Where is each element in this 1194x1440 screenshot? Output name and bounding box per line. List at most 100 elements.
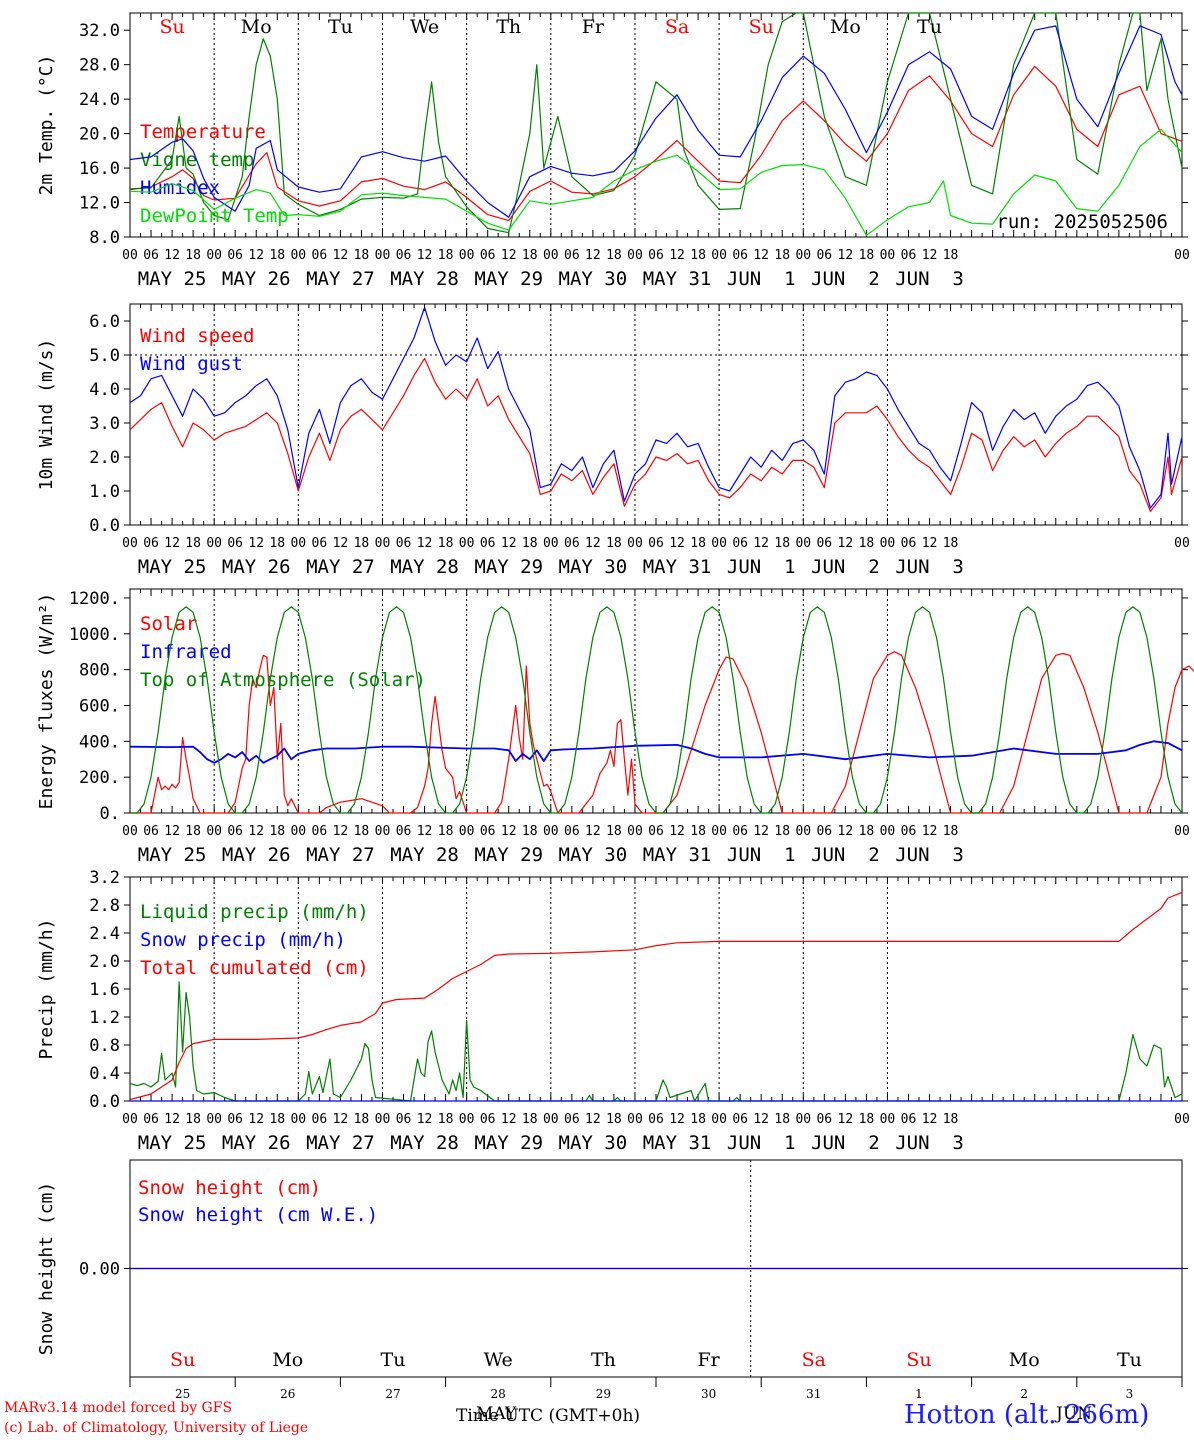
panel4-hour-label: 00 bbox=[711, 1112, 727, 1127]
panel3-hour-label: 18 bbox=[522, 824, 538, 839]
panel2-hour-label: 06 bbox=[312, 536, 328, 551]
panel4-y-tick-label: 2.4 bbox=[89, 924, 120, 944]
panel2-y-tick-label: 5.0 bbox=[89, 346, 120, 366]
panel4-hour-label: 12 bbox=[501, 1112, 517, 1127]
panel1-hour-label: 18 bbox=[606, 248, 622, 263]
panel3-hour-label: 12 bbox=[248, 824, 264, 839]
weekday-label-top: Su bbox=[749, 16, 774, 38]
panel1-hour-label: 00 bbox=[375, 248, 391, 263]
panel3-hour-label: 06 bbox=[312, 824, 328, 839]
panel1-legend-1: Temperature bbox=[140, 121, 266, 143]
panel1-y-tick-label: 16.0 bbox=[79, 159, 120, 179]
panel2-y-tick-label: 2.0 bbox=[89, 448, 120, 468]
panel1-hour-label: 06 bbox=[396, 248, 412, 263]
panel1-y-tick-label: 20.0 bbox=[79, 125, 120, 145]
panel1-hour-label: 06 bbox=[901, 248, 917, 263]
panel3-hour-label: 12 bbox=[585, 824, 601, 839]
panel3-hour-label: 00 bbox=[627, 824, 643, 839]
day-number-label: 30 bbox=[701, 1387, 716, 1401]
weekday-label-top: Su bbox=[159, 16, 184, 38]
panel1-y-tick-label: 32.0 bbox=[79, 21, 120, 41]
panel3-hour-label: 12 bbox=[333, 824, 349, 839]
panel1-hour-label: 12 bbox=[838, 248, 854, 263]
weekday-label-bottom: Fr bbox=[697, 1349, 720, 1371]
panel1-hour-label: 00 bbox=[459, 248, 475, 263]
panel2-hour-label: 00 bbox=[627, 536, 643, 551]
panel3-hour-label: 06 bbox=[901, 824, 917, 839]
weekday-label-bottom: We bbox=[484, 1349, 513, 1371]
panel3-y-tick-label: 1200. bbox=[69, 589, 120, 609]
panel3-date-label: MAY 30 bbox=[559, 844, 628, 866]
panel1-hour-label: 00 bbox=[880, 248, 896, 263]
panel4-hour-label: 06 bbox=[143, 1112, 159, 1127]
day-number-label: 29 bbox=[596, 1387, 611, 1401]
weekday-label-top: Mo bbox=[830, 16, 861, 38]
panel1-date-label: MAY 29 bbox=[474, 268, 543, 290]
panel1-series-vigne-temp bbox=[129, 12, 1183, 234]
day-number-label: 2 bbox=[1020, 1387, 1028, 1401]
panel4-hour-label: 12 bbox=[753, 1112, 769, 1127]
panel4-hour-label: 00 bbox=[290, 1112, 306, 1127]
panel4-date-label: MAY 30 bbox=[559, 1132, 628, 1154]
panel4-hour-label: 06 bbox=[480, 1112, 496, 1127]
panel4-y-tick-label: 0.8 bbox=[89, 1036, 120, 1056]
panel3-hour-label: 18 bbox=[774, 824, 790, 839]
panel4-hour-label: 06 bbox=[648, 1112, 664, 1127]
panel2-hour-label: 06 bbox=[564, 536, 580, 551]
model-credit: MARv3.14 model forced by GFS bbox=[4, 1400, 233, 1416]
panel1-date-label: JUN 2 bbox=[811, 268, 880, 290]
panel2-hour-label: 12 bbox=[417, 536, 433, 551]
panel4-hour-label: 18 bbox=[269, 1112, 285, 1127]
panel4-hour-label: 00 bbox=[459, 1112, 475, 1127]
panel4-legend-1: Liquid precip (mm/h) bbox=[140, 901, 369, 923]
panel3-hour-label: 00 bbox=[711, 824, 727, 839]
weekday-label-bottom: Su bbox=[170, 1349, 195, 1371]
panel2-hour-label: 12 bbox=[248, 536, 264, 551]
panel1-hour-label: 00 bbox=[122, 248, 138, 263]
panel1-hour-label: 18 bbox=[354, 248, 370, 263]
weekday-label-bottom: Su bbox=[906, 1349, 931, 1371]
panel4-hour-label: 18 bbox=[354, 1112, 370, 1127]
panel3-hour-label: 00 bbox=[880, 824, 896, 839]
panel1-date-label: MAY 27 bbox=[306, 268, 375, 290]
panel3-hour-label: 12 bbox=[417, 824, 433, 839]
panel4-hour-label: 06 bbox=[816, 1112, 832, 1127]
panel2-hour-label: 12 bbox=[922, 536, 938, 551]
panel1-hour-label: 06 bbox=[648, 248, 664, 263]
panel2-hour-label: 00 bbox=[290, 536, 306, 551]
panel4-series-liquid-precip-mm-h bbox=[129, 981, 1183, 1102]
panel1-hour-label: 06 bbox=[480, 248, 496, 263]
panel3-date-label: JUN 3 bbox=[895, 844, 964, 866]
panel1-hour-label: 18 bbox=[859, 248, 875, 263]
panel2-date-label: MAY 27 bbox=[306, 556, 375, 578]
panel2-hour-label: 18 bbox=[185, 536, 201, 551]
panel2-y-tick-label: 4.0 bbox=[89, 380, 120, 400]
panel4-hour-label: 18 bbox=[185, 1112, 201, 1127]
panel2-hour-label: 18 bbox=[438, 536, 454, 551]
panel3-y-tick-label: 200. bbox=[79, 768, 120, 788]
panel4-hour-label: 06 bbox=[312, 1112, 328, 1127]
weekday-label-top: Tu bbox=[328, 16, 353, 38]
panel2-hour-label: 12 bbox=[501, 536, 517, 551]
panel2-hour-label: 12 bbox=[164, 536, 180, 551]
panel4-hour-label: 00 bbox=[122, 1112, 138, 1127]
panel1-y-tick-label: 12.0 bbox=[79, 194, 120, 214]
panel4-hour-label: 18 bbox=[522, 1112, 538, 1127]
panel2-date-label: MAY 25 bbox=[138, 556, 207, 578]
panel1-series-humidex bbox=[129, 25, 1183, 218]
panel3-hour-label: 12 bbox=[753, 824, 769, 839]
panel4-hour-label: 06 bbox=[396, 1112, 412, 1127]
panel3-date-label: JUN 1 bbox=[727, 844, 796, 866]
panel4-hour-label: 18 bbox=[438, 1112, 454, 1127]
day-number-label: 1 bbox=[915, 1387, 923, 1401]
lab-credit: (c) Lab. of Climatology, University of L… bbox=[4, 1420, 309, 1436]
weekday-label-top: We bbox=[410, 16, 439, 38]
panel3-y-tick-label: 800. bbox=[79, 661, 120, 681]
panel1-hour-label: 00 bbox=[543, 248, 559, 263]
panel3-hour-label: 18 bbox=[354, 824, 370, 839]
panel4-date-label: MAY 25 bbox=[138, 1132, 207, 1154]
day-number-label: 3 bbox=[1126, 1387, 1134, 1401]
panel4-hour-label: 00 bbox=[795, 1112, 811, 1127]
panel1-hour-label: 12 bbox=[248, 248, 264, 263]
